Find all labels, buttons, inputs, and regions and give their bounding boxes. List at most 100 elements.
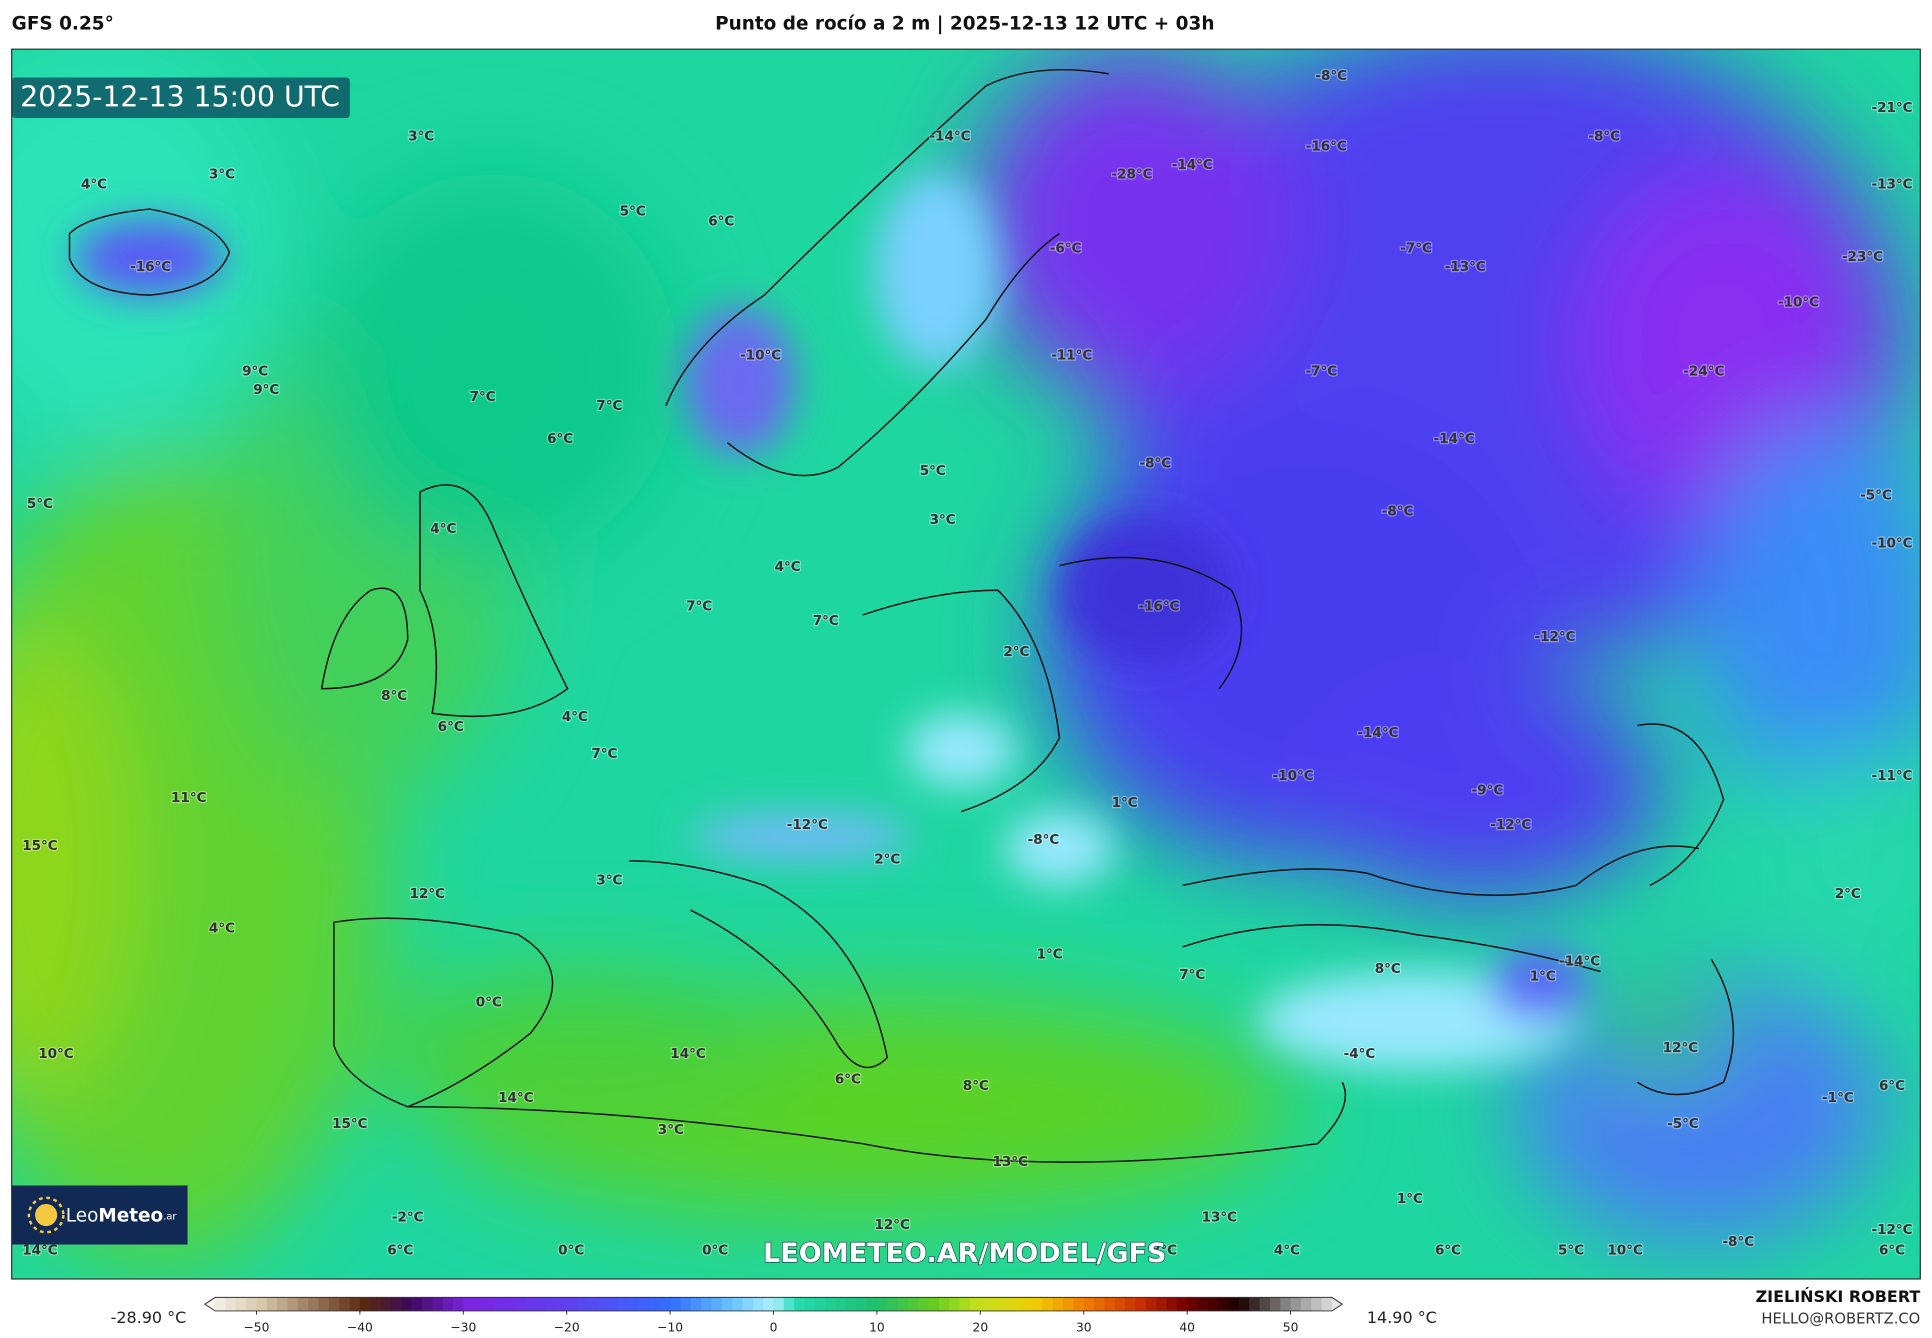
colorbar-cell: [1176, 1297, 1188, 1311]
colorbar-cell: [1104, 1297, 1116, 1311]
value-label: 6°C: [708, 213, 734, 229]
value-label: 13°C: [993, 1154, 1029, 1170]
value-label: 8°C: [1151, 1243, 1177, 1259]
value-label: -16°C: [130, 259, 171, 275]
colorbar-cell: [670, 1297, 682, 1311]
value-label: -16°C: [1139, 598, 1180, 614]
colorbar-cell: [1145, 1297, 1157, 1311]
colorbar-cell: [349, 1297, 361, 1311]
colorbar-cell: [1238, 1297, 1250, 1311]
colorbar-outline: [203, 1296, 1344, 1312]
colorbar-cell: [680, 1297, 692, 1311]
colorbar-cell: [701, 1297, 713, 1311]
value-label: -10°C: [1871, 536, 1912, 552]
value-label: 15°C: [22, 838, 58, 854]
value-label: -10°C: [1778, 295, 1819, 311]
colorbar-tick-label: 30: [1076, 1321, 1092, 1335]
colorbar-cell: [525, 1297, 537, 1311]
colorbar-cell: [1331, 1297, 1343, 1311]
colorbar-cell: [515, 1297, 526, 1311]
colorbar-cell: [649, 1297, 661, 1311]
colorbar-cell: [608, 1297, 620, 1311]
colorbar-cell: [1032, 1297, 1044, 1311]
colorbar-cell: [1063, 1297, 1075, 1311]
credit-email: HELLO@ROBERTZ.CO: [1761, 1311, 1920, 1328]
colorbar-cell: [566, 1297, 578, 1311]
colorbar-tick-label: 10: [869, 1321, 885, 1335]
value-label: 9°C: [253, 382, 279, 398]
value-label: 14°C: [22, 1243, 58, 1259]
colorbar-tick-label: −40: [347, 1321, 373, 1335]
colorbar-cell: [463, 1297, 475, 1311]
value-label: -14°C: [1172, 157, 1213, 173]
value-label: -16°C: [1306, 138, 1347, 154]
watermark: LEOMETEO.AR/MODEL/GFS: [763, 1238, 1166, 1269]
colorbar-cell: [1321, 1297, 1333, 1311]
logo-rays: [27, 1196, 65, 1234]
logo-meteo: Meteo: [98, 1205, 163, 1226]
value-label: -6°C: [1050, 240, 1082, 256]
colorbar-cell: [628, 1297, 640, 1311]
value-label: 1°C: [1037, 946, 1063, 962]
logo-text: LeoMeteo.ar: [66, 1205, 178, 1226]
colorbar-cell: [421, 1297, 433, 1311]
value-label: -13°C: [1445, 259, 1486, 275]
value-label: 3°C: [596, 873, 622, 889]
value-label: 3°C: [658, 1122, 684, 1138]
colorbar-cell: [1269, 1297, 1281, 1311]
value-label: -14°C: [1357, 725, 1398, 741]
colorbar-cell: [473, 1297, 485, 1311]
value-label: 4°C: [562, 709, 588, 725]
colorbar-cell: [1042, 1297, 1054, 1311]
value-label: 15°C: [332, 1116, 368, 1132]
colorbar: −50 −40 −30 −20 −10 0 10 20 30 40 50: [203, 1296, 1344, 1335]
colorbar-cell: [959, 1297, 971, 1311]
colorbar-tick-label: −50: [244, 1321, 270, 1335]
value-label: 9°C: [242, 363, 268, 379]
colorbar-cell: [1187, 1297, 1199, 1311]
colorbar-cell: [297, 1297, 309, 1311]
colorbar-cell: [1156, 1297, 1168, 1311]
value-label: -28°C: [1111, 167, 1152, 183]
colorbar-cell: [866, 1297, 878, 1311]
value-label: -14°C: [1559, 954, 1600, 970]
timestamp: 2025-12-13 15:00 UTC: [20, 80, 340, 113]
value-label: 7°C: [813, 613, 839, 629]
colorbar-cell: [659, 1297, 671, 1311]
title: Punto de rocío a 2 m | 2025-12-13 12 UTC…: [715, 14, 1214, 35]
colorbar-cell: [690, 1297, 702, 1311]
colorbar-tick-label: 0: [770, 1321, 778, 1335]
value-label: -5°C: [1667, 1116, 1699, 1132]
value-label: 3°C: [408, 129, 434, 145]
coastlines: [68, 68, 1735, 1163]
value-label: 1°C: [1112, 795, 1138, 811]
logo-suffix: .ar: [163, 1211, 177, 1222]
value-label: -12°C: [1535, 629, 1576, 645]
value-label: 4°C: [81, 176, 107, 192]
value-label: -14°C: [1434, 431, 1475, 447]
value-label: 4°C: [1274, 1243, 1300, 1259]
colorbar-cell: [835, 1297, 847, 1311]
value-label: 7°C: [591, 746, 617, 762]
value-label: 8°C: [963, 1078, 989, 1094]
colorbar-cell: [825, 1297, 837, 1311]
colorbar-cell: [928, 1297, 940, 1311]
value-label: 12°C: [410, 886, 446, 902]
colorbar-cell: [308, 1297, 320, 1311]
value-label: 1°C: [1397, 1191, 1423, 1207]
colorbar-cell: [215, 1297, 227, 1311]
value-label: 8°C: [381, 688, 407, 704]
colorbar-cell: [907, 1297, 919, 1311]
timestamp-box: [11, 77, 350, 119]
colorbar-cell: [1311, 1297, 1323, 1311]
value-label: -23°C: [1842, 249, 1883, 265]
colorbar-cell: [876, 1297, 888, 1311]
value-label: 6°C: [387, 1243, 413, 1259]
colorbar-cell: [1114, 1297, 1126, 1311]
value-label: 2°C: [1835, 886, 1861, 902]
value-label: -21°C: [1871, 100, 1912, 116]
colorbar-cell: [887, 1297, 899, 1311]
colorbar-cell: [1094, 1297, 1106, 1311]
colorbar-cell: [639, 1297, 651, 1311]
colorbar-tick-label: −10: [657, 1321, 683, 1335]
